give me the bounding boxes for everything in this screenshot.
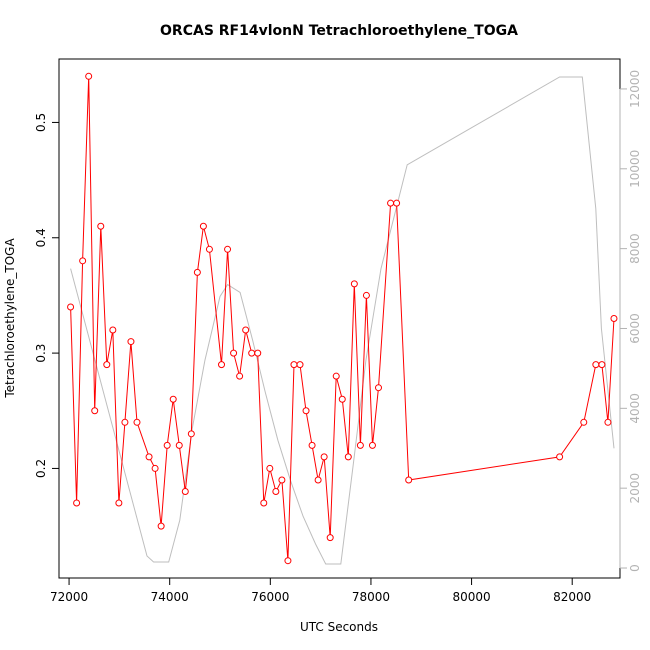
y2-axis: 0 2000 4000 6000 8000 10000 12000 bbox=[619, 70, 642, 572]
series-0-point-27 bbox=[242, 326, 250, 334]
x-tick-label-2: 76000 bbox=[251, 590, 289, 604]
series-0-point-32 bbox=[272, 488, 280, 495]
series-0-point-5 bbox=[97, 222, 105, 230]
y2-tick-label-3: 6000 bbox=[628, 313, 642, 344]
series-0-point-20 bbox=[193, 268, 201, 276]
series-0-point-23 bbox=[218, 361, 226, 369]
series-0-point-17 bbox=[175, 441, 183, 449]
series-0-point-22 bbox=[205, 245, 213, 253]
series-0-point-8 bbox=[115, 499, 123, 507]
series-0-point-56 bbox=[598, 361, 606, 369]
y-tick-label-2: 0.4 bbox=[34, 228, 48, 247]
series-0-point-3 bbox=[85, 72, 93, 80]
series-layer bbox=[67, 72, 618, 565]
y-tick-label-3: 0.5 bbox=[34, 113, 48, 132]
series-0-point-16 bbox=[169, 395, 177, 403]
x-tick-label-1: 74000 bbox=[151, 590, 189, 604]
series-0-point-42 bbox=[332, 372, 340, 380]
series-0-point-21 bbox=[199, 222, 207, 230]
series-0-point-46 bbox=[356, 441, 364, 449]
x-tick-label-5: 82000 bbox=[553, 590, 591, 604]
series-0-point-4 bbox=[91, 407, 99, 415]
y2-tick-label-6: 12000 bbox=[628, 70, 642, 108]
series-0-point-37 bbox=[302, 407, 310, 415]
series-0-point-0 bbox=[67, 303, 75, 311]
series-0-point-54 bbox=[580, 418, 588, 426]
y2-tick-label-4: 8000 bbox=[628, 233, 642, 264]
series-0-point-26 bbox=[236, 372, 244, 380]
series-0-point-34 bbox=[284, 557, 292, 565]
series-0-point-41 bbox=[326, 534, 334, 542]
y-axis-label: Tetrachloroethylene_TOGA bbox=[3, 238, 17, 399]
y2-tick-label-5: 10000 bbox=[628, 150, 642, 188]
y-axis: 0.2 0.3 0.4 0.5 bbox=[34, 113, 60, 478]
series-0-point-2 bbox=[79, 257, 87, 265]
x-axis-label: UTC Seconds bbox=[300, 620, 378, 634]
series-0-point-19 bbox=[187, 430, 195, 438]
x-tick-label-4: 80000 bbox=[452, 590, 490, 604]
series-0-point-57 bbox=[604, 418, 612, 426]
series-0-point-12 bbox=[145, 453, 153, 461]
x-tick-label-3: 78000 bbox=[352, 590, 390, 604]
series-0-point-36 bbox=[296, 361, 304, 369]
series-0-point-43 bbox=[338, 395, 346, 403]
series-0-point-1 bbox=[73, 499, 81, 507]
series-0-point-35 bbox=[290, 361, 298, 369]
y-tick-label-0: 0.2 bbox=[34, 459, 48, 478]
series-0-point-48 bbox=[368, 441, 376, 449]
series-0-point-30 bbox=[260, 499, 268, 507]
series-0-point-51 bbox=[393, 199, 401, 207]
series-0-point-44 bbox=[344, 453, 352, 461]
y2-tick-label-1: 2000 bbox=[628, 473, 642, 504]
x-axis: 72000 74000 76000 78000 80000 82000 bbox=[50, 577, 591, 604]
series-0-point-24 bbox=[224, 245, 232, 253]
series-1-line bbox=[70, 76, 615, 565]
series-0-point-28 bbox=[248, 349, 256, 357]
series-0-point-53 bbox=[556, 453, 564, 461]
series-0-point-9 bbox=[121, 418, 129, 426]
series-0-point-39 bbox=[314, 476, 322, 484]
series-0-point-14 bbox=[157, 522, 165, 530]
series-0-point-38 bbox=[308, 441, 316, 449]
series-0-point-50 bbox=[387, 199, 395, 207]
series-0-point-25 bbox=[230, 349, 238, 357]
series-0-point-55 bbox=[592, 361, 600, 369]
series-0-point-40 bbox=[320, 453, 328, 461]
y-tick-label-1: 0.3 bbox=[34, 344, 48, 363]
series-0-point-10 bbox=[127, 338, 135, 346]
series-0-point-6 bbox=[103, 361, 111, 369]
y2-tick-label-0: 0 bbox=[628, 564, 642, 572]
series-0-point-13 bbox=[151, 464, 159, 472]
series-0-point-29 bbox=[254, 349, 262, 357]
series-0-point-49 bbox=[374, 384, 382, 392]
x-tick-label-0: 72000 bbox=[50, 590, 88, 604]
series-0-line bbox=[70, 76, 615, 561]
series-0-point-47 bbox=[362, 291, 370, 299]
series-0-point-7 bbox=[109, 326, 117, 334]
series-0-point-11 bbox=[133, 418, 141, 426]
series-0-point-15 bbox=[163, 441, 171, 449]
plot-area-frame bbox=[58, 58, 621, 579]
series-0-point-18 bbox=[181, 488, 189, 495]
series-0-point-58 bbox=[610, 315, 618, 322]
series-0-point-52 bbox=[405, 476, 413, 484]
chart-title: ORCAS RF14vlonN Tetrachloroethylene_TOGA bbox=[160, 23, 518, 39]
series-0-point-45 bbox=[350, 280, 358, 288]
series-0-point-33 bbox=[278, 476, 286, 484]
y2-tick-label-2: 4000 bbox=[628, 393, 642, 424]
series-0-point-31 bbox=[266, 464, 274, 472]
